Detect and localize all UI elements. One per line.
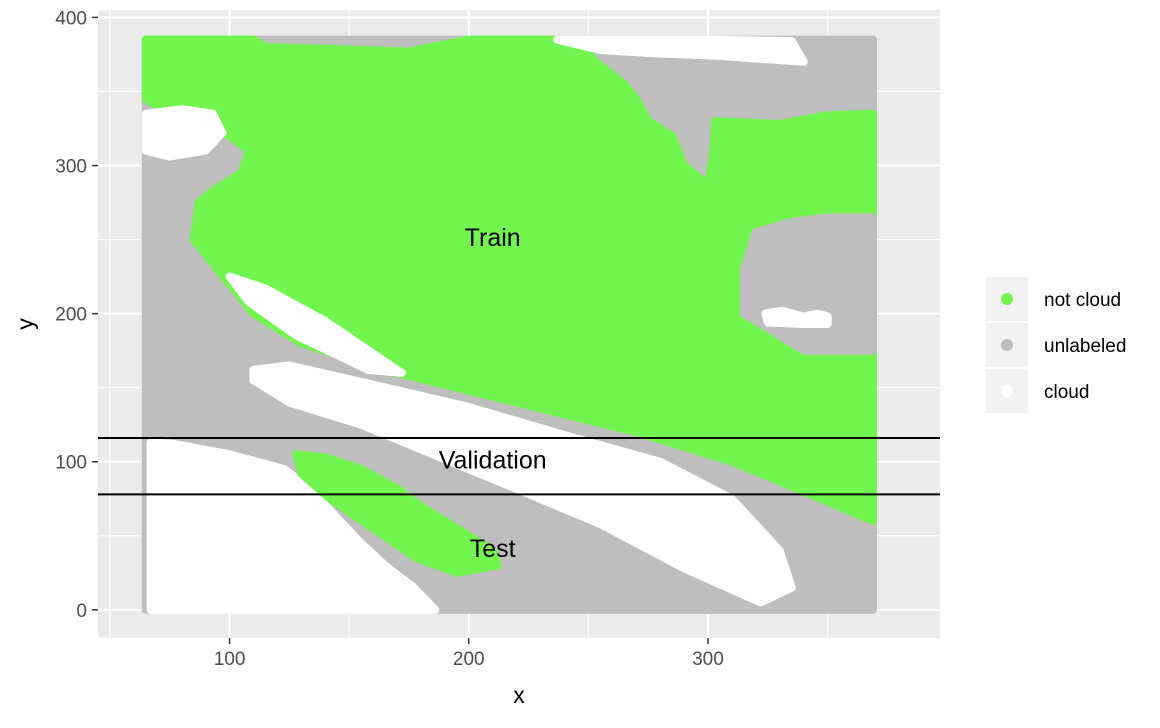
region-not-cloud — [292, 450, 502, 577]
region-cloud — [146, 438, 440, 614]
legend: not cloud unlabeled cloud — [986, 277, 1126, 413]
region-cloud — [141, 105, 227, 161]
y-tick-label: 300 — [55, 157, 87, 178]
x-axis: 100 200 300 — [214, 638, 724, 670]
x-axis-title: x — [513, 682, 525, 708]
y-axis-title: y — [12, 318, 38, 330]
legend-label-cloud: cloud — [1044, 382, 1089, 403]
split-label-validation: Validation — [439, 446, 547, 474]
legend-label-unlabeled: unlabeled — [1044, 336, 1126, 357]
legend-dot-unlabeled — [1001, 339, 1013, 351]
legend-label-not-cloud: not cloud — [1044, 290, 1121, 311]
y-tick-label: 0 — [76, 601, 87, 622]
y-tick-label: 400 — [55, 8, 87, 29]
split-labels: Train Validation Test — [439, 224, 547, 563]
split-label-test: Test — [470, 535, 516, 563]
region-cloud — [249, 361, 796, 607]
x-tick-label: 200 — [453, 649, 485, 670]
split-label-train: Train — [465, 224, 521, 252]
y-axis: 0 100 200 300 400 — [55, 8, 98, 622]
legend-dot-cloud — [1001, 385, 1013, 397]
region-cloud — [225, 272, 406, 377]
data-regions — [141, 35, 877, 614]
y-tick-label: 100 — [55, 453, 87, 474]
x-tick-label: 300 — [692, 649, 724, 670]
y-tick-label: 200 — [55, 305, 87, 326]
region-cloud — [553, 35, 808, 66]
region-cloud — [761, 306, 832, 328]
split-lines — [98, 437, 940, 496]
x-tick-label: 100 — [214, 649, 246, 670]
legend-dot-not-cloud — [1001, 293, 1013, 305]
